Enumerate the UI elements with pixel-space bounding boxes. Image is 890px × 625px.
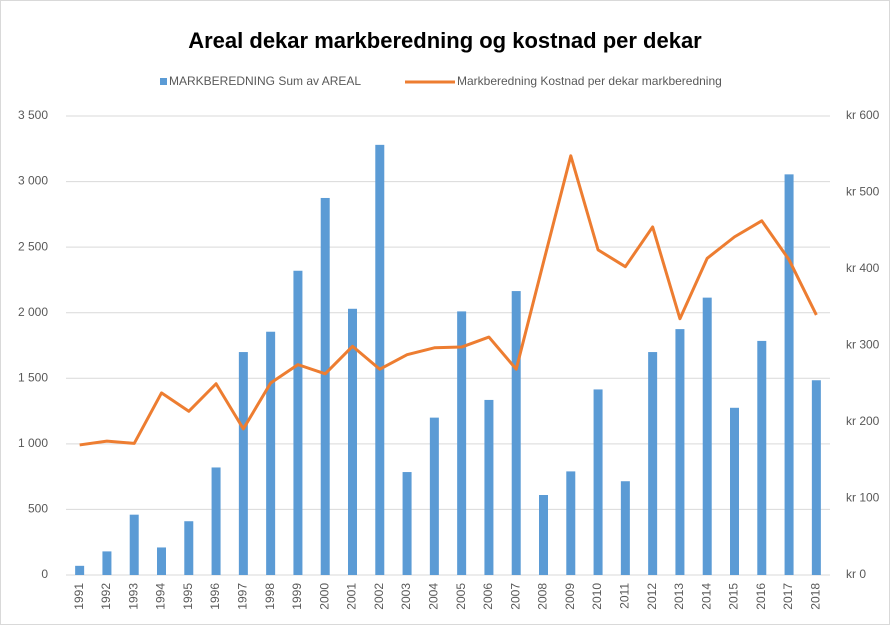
y2-tick-label: kr 400 xyxy=(846,261,880,275)
bar xyxy=(266,331,276,575)
y-tick-label: 1 000 xyxy=(18,436,48,450)
x-tick-label: 2000 xyxy=(317,583,331,610)
x-tick-label: 1994 xyxy=(154,583,168,610)
x-tick-label: 2001 xyxy=(345,583,359,610)
bar xyxy=(620,481,630,575)
y2-tick-label: kr 600 xyxy=(846,108,880,122)
x-tick-label: 2002 xyxy=(372,583,386,610)
y-tick-label: 2 500 xyxy=(18,239,48,253)
x-tick-label: 1996 xyxy=(208,583,222,610)
legend-swatch xyxy=(160,78,167,85)
bar xyxy=(730,407,739,575)
x-tick-label: 2018 xyxy=(809,583,823,610)
x-tick-label: 1998 xyxy=(263,583,277,610)
bar xyxy=(648,352,658,575)
y-tick-label: 500 xyxy=(28,502,48,516)
x-tick-label: 2006 xyxy=(481,583,495,610)
y-tick-label: 2 000 xyxy=(18,305,48,319)
legend-label: Markberedning Kostnad per dekar markbere… xyxy=(457,74,722,88)
x-tick-label: 2005 xyxy=(454,583,468,610)
y2-tick-label: kr 100 xyxy=(846,491,880,505)
y2-tick-label: kr 0 xyxy=(846,567,866,581)
bar xyxy=(593,389,603,575)
bar xyxy=(429,417,439,575)
y2-tick-label: kr 200 xyxy=(846,414,880,428)
x-tick-label: 2015 xyxy=(727,583,741,610)
bar xyxy=(402,472,412,575)
x-tick-label: 1991 xyxy=(72,583,86,610)
x-tick-label: 2008 xyxy=(536,583,550,610)
line xyxy=(79,154,818,447)
y-tick-label: 3 500 xyxy=(18,108,48,122)
y-tick-label: 3 000 xyxy=(18,174,48,188)
y2-tick-label: kr 300 xyxy=(846,338,880,352)
bar xyxy=(484,399,494,575)
bar xyxy=(238,352,248,575)
x-tick-label: 2011 xyxy=(618,583,632,609)
x-tick-label: 2017 xyxy=(781,583,795,610)
x-tick-label: 2004 xyxy=(427,583,441,610)
x-tick-label: 2010 xyxy=(590,583,604,610)
bar xyxy=(375,144,385,575)
bar xyxy=(566,471,576,575)
bar xyxy=(757,340,767,575)
x-tick-label: 1995 xyxy=(181,583,195,610)
x-tick-label: 2012 xyxy=(645,583,659,610)
y-tick-label: 0 xyxy=(41,567,48,581)
legend-label: MARKBEREDNING Sum av AREAL xyxy=(169,74,361,88)
bar xyxy=(539,495,548,575)
bar xyxy=(320,197,330,575)
bar xyxy=(811,380,821,575)
bar xyxy=(211,467,221,575)
bar xyxy=(457,311,467,575)
x-tick-label: 1997 xyxy=(236,583,250,610)
bar xyxy=(511,291,521,575)
chart-title: Areal dekar markberedning og kostnad per… xyxy=(188,28,702,53)
x-tick-label: 2009 xyxy=(563,583,577,610)
y2-tick-label: kr 500 xyxy=(846,185,880,199)
y-tick-label: 1 500 xyxy=(18,370,48,384)
x-tick-label: 2003 xyxy=(399,583,413,610)
bar xyxy=(675,329,685,575)
bar xyxy=(293,270,303,575)
bar xyxy=(784,174,794,575)
x-tick-label: 2013 xyxy=(672,583,686,610)
x-tick-label: 1992 xyxy=(99,583,113,610)
bar xyxy=(157,547,166,575)
bar xyxy=(102,551,112,575)
x-tick-label: 1993 xyxy=(126,583,140,610)
bar xyxy=(702,297,712,575)
x-tick-label: 2007 xyxy=(508,583,522,610)
bar xyxy=(184,521,194,575)
x-tick-label: 2014 xyxy=(699,583,713,610)
bar xyxy=(75,565,85,575)
bar xyxy=(129,514,139,575)
x-tick-label: 2016 xyxy=(754,583,768,610)
x-tick-label: 1999 xyxy=(290,583,304,610)
bar xyxy=(348,308,357,575)
